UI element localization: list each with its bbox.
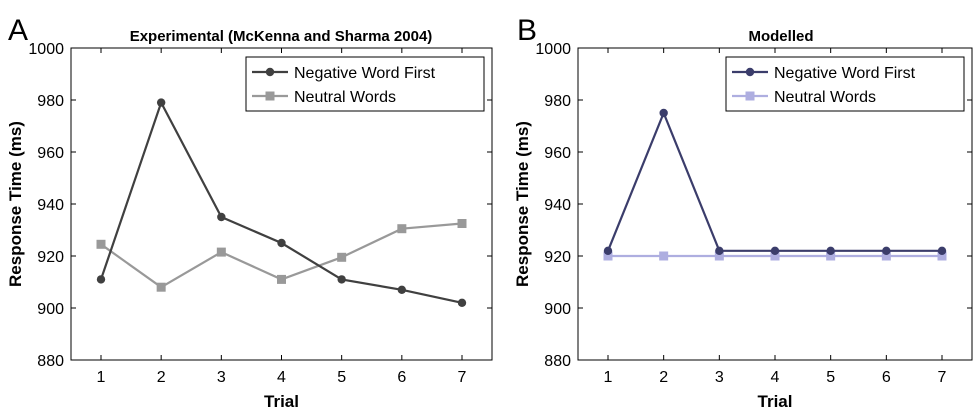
data-point-marker (457, 219, 467, 228)
data-point-marker (277, 238, 286, 248)
legend-entry: Negative Word First (774, 65, 916, 82)
chart-panel-b: B Modelled 880 900 920 940 960 980 1000 1 2 3 4 5 6 7 Tr… (513, 14, 973, 411)
data-point-marker (96, 275, 106, 284)
x-tick-label: 3 (217, 369, 226, 386)
y-tick-label: 900 (37, 301, 64, 318)
data-point-marker (826, 246, 835, 255)
x-tick-label: 7 (938, 369, 947, 386)
data-point-marker (603, 251, 613, 261)
legend: Negative Word First Neutral Words (725, 56, 965, 112)
data-point-marker (337, 275, 346, 284)
series-negative-word-first (603, 108, 947, 255)
series-neutral-words (96, 219, 467, 292)
y-tick-label: 980 (37, 93, 64, 110)
data-point-marker (770, 251, 780, 261)
data-point-marker (714, 251, 724, 261)
data-point-marker (881, 251, 891, 261)
y-tick-label: 1000 (535, 41, 571, 58)
panel-label: B (517, 14, 537, 47)
data-point-marker (156, 282, 166, 292)
legend: Negative Word First Neutral Words (245, 56, 485, 112)
y-tick-label: 880 (37, 353, 64, 370)
data-point-marker (937, 251, 947, 261)
data-point-marker (397, 224, 407, 234)
x-axis-label: Trial (758, 392, 793, 411)
x-tick-label: 6 (397, 369, 406, 386)
data-point-marker (337, 252, 347, 262)
x-tick-label: 7 (458, 369, 467, 386)
data-point-marker (603, 246, 613, 255)
data-point-marker (96, 239, 106, 249)
x-tick-label: 1 (604, 369, 613, 386)
y-tick-label: 960 (37, 145, 64, 162)
legend-entry: Neutral Words (294, 89, 396, 106)
chart-title: Experimental (McKenna and Sharma 2004) (130, 28, 433, 45)
x-tick-label: 4 (277, 369, 286, 386)
panel-label: A (8, 14, 28, 47)
y-tick-label: 900 (544, 301, 571, 318)
x-tick-label: 2 (157, 369, 166, 386)
legend-marker (265, 91, 275, 101)
x-tick-label: 5 (337, 369, 346, 386)
data-point-marker (216, 247, 226, 257)
legend-entry: Negative Word First (294, 65, 436, 82)
y-tick-label: 980 (544, 93, 571, 110)
legend-entry: Neutral Words (774, 89, 876, 106)
legend-box (725, 56, 965, 112)
series-neutral-words (603, 251, 947, 261)
y-axis-label: Response Time (ms) (513, 121, 532, 287)
data-point-marker (397, 285, 407, 294)
y-tick-label: 1000 (28, 41, 64, 58)
y-tick-label: 960 (544, 145, 571, 162)
data-point-marker (937, 246, 947, 255)
chart-title: Modelled (748, 28, 813, 45)
data-point-marker (882, 246, 891, 255)
legend-box (245, 56, 485, 112)
data-point-marker (659, 108, 668, 118)
legend-marker (745, 91, 755, 101)
y-tick-label: 920 (544, 249, 571, 266)
x-tick-label: 2 (659, 369, 668, 386)
x-tick-label: 1 (97, 369, 106, 386)
series-negative-word-first (96, 98, 467, 307)
legend-marker (745, 67, 755, 77)
y-axis-label: Response Time (ms) (6, 121, 25, 287)
data-point-marker (826, 251, 836, 261)
chart-panel-a: A Experimental (McKenna and Sharma 2004) 8… (6, 14, 493, 411)
y-tick-label: 940 (544, 197, 571, 214)
data-point-marker (770, 246, 780, 255)
y-tick-label: 940 (37, 197, 64, 214)
data-point-marker (457, 298, 467, 307)
y-tick-label: 880 (544, 353, 571, 370)
data-point-marker (156, 98, 166, 107)
data-point-marker (715, 246, 724, 255)
data-point-marker (217, 212, 226, 222)
data-point-marker (659, 251, 669, 261)
series-line (606, 110, 942, 252)
series-line (99, 99, 463, 304)
x-axis-label: Trial (264, 392, 299, 411)
x-tick-label: 5 (826, 369, 835, 386)
y-tick-label: 920 (37, 249, 64, 266)
data-point-marker (277, 274, 286, 284)
x-tick-label: 3 (715, 369, 724, 386)
x-tick-label: 6 (882, 369, 891, 386)
legend-marker (265, 67, 275, 77)
x-tick-label: 4 (771, 369, 780, 386)
